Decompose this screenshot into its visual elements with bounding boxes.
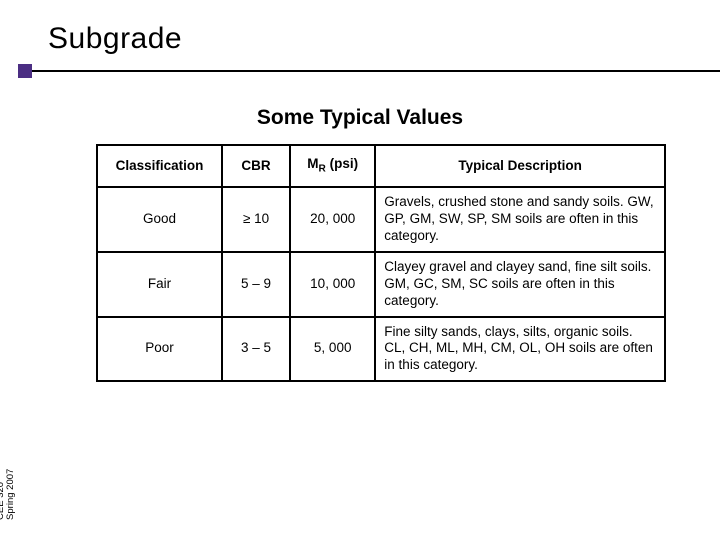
table-header-row: Classification CBR MR (psi) Typical Desc… xyxy=(97,145,665,187)
cell-cbr: ≥ 10 xyxy=(222,187,290,252)
table-row: Good ≥ 10 20, 000 Gravels, crushed stone… xyxy=(97,187,665,252)
cell-description: Clayey gravel and clayey sand, fine silt… xyxy=(375,252,665,317)
cell-mr: 5, 000 xyxy=(290,317,375,382)
col-classification: Classification xyxy=(97,145,222,187)
cell-description: Fine silty sands, clays, silts, organic … xyxy=(375,317,665,382)
cell-classification: Poor xyxy=(97,317,222,382)
slide: Subgrade Some Typical Values Classificat… xyxy=(0,0,720,540)
table-row: Poor 3 – 5 5, 000 Fine silty sands, clay… xyxy=(97,317,665,382)
values-table: Classification CBR MR (psi) Typical Desc… xyxy=(96,144,666,382)
title-area: Subgrade xyxy=(0,0,720,64)
horizontal-rule xyxy=(32,70,720,72)
table-container: Classification CBR MR (psi) Typical Desc… xyxy=(0,144,720,382)
cell-mr: 20, 000 xyxy=(290,187,375,252)
cell-cbr: 5 – 9 xyxy=(222,252,290,317)
cell-mr: 10, 000 xyxy=(290,252,375,317)
cell-cbr: 3 – 5 xyxy=(222,317,290,382)
cell-classification: Good xyxy=(97,187,222,252)
table-row: Fair 5 – 9 10, 000 Clayey gravel and cla… xyxy=(97,252,665,317)
col-mr-psi: MR (psi) xyxy=(290,145,375,187)
title-rule xyxy=(0,64,720,78)
course-footer: CEE 320 Spring 2007 xyxy=(0,469,16,520)
col-description: Typical Description xyxy=(375,145,665,187)
cell-description: Gravels, crushed stone and sandy soils. … xyxy=(375,187,665,252)
accent-square-icon xyxy=(18,64,32,78)
page-title: Subgrade xyxy=(48,22,720,56)
col-cbr: CBR xyxy=(222,145,290,187)
cell-classification: Fair xyxy=(97,252,222,317)
subtitle: Some Typical Values xyxy=(0,106,720,130)
